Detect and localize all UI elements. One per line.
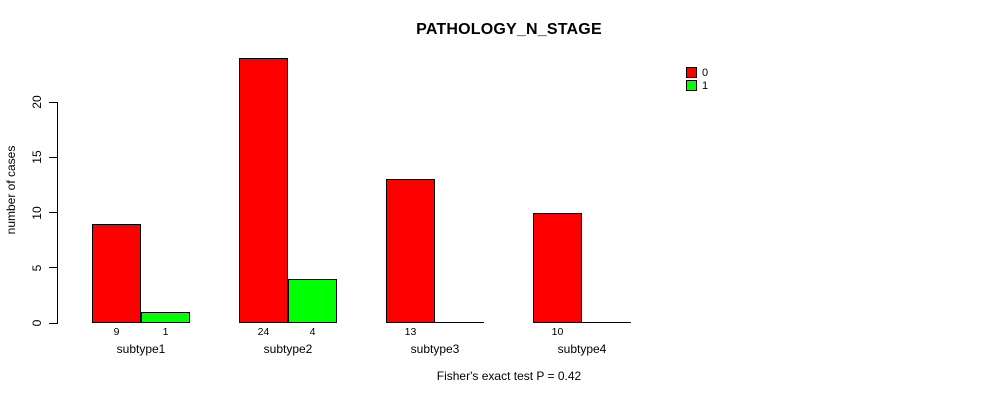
y-axis-tick-label: 10 <box>30 205 44 220</box>
y-axis-tick-label: 5 <box>30 264 44 272</box>
bar-subtype2-series1 <box>288 278 337 323</box>
y-axis-line <box>57 102 58 324</box>
y-axis-tick <box>49 101 57 103</box>
bar-subtype4-series1-zero-line <box>582 322 631 323</box>
bar-subtype4-series0 <box>533 212 582 323</box>
y-axis-tick-label: 20 <box>30 95 44 109</box>
legend-item: 0 <box>686 66 708 79</box>
stat-annotation: Fisher's exact test P = 0.42 <box>436 369 582 383</box>
bar-subtype1-series1 <box>141 311 190 323</box>
bar-value-label: 10 <box>551 326 564 338</box>
bar-value-label: 24 <box>257 326 270 338</box>
y-axis-tick <box>49 322 57 324</box>
y-axis-tick-label: 0 <box>30 319 44 327</box>
bar-subtype3-series0 <box>386 179 435 323</box>
x-category-label: subtype3 <box>410 342 460 356</box>
y-axis-tick <box>49 212 57 213</box>
legend-item-label: 1 <box>702 79 709 92</box>
legend-swatch-1 <box>686 80 697 91</box>
chart-title: PATHOLOGY_N_STAGE <box>416 21 602 38</box>
bar-subtype3-series1-zero-line <box>435 322 484 323</box>
x-category-label: subtype4 <box>557 342 607 356</box>
bar-subtype2-series0 <box>239 57 288 323</box>
legend-swatch-0 <box>686 67 697 78</box>
legend-item-label: 0 <box>702 66 709 79</box>
bar-value-label: 13 <box>404 326 417 338</box>
x-category-label: subtype2 <box>263 342 313 356</box>
bar-subtype1-series0 <box>92 223 141 323</box>
legend-item: 1 <box>686 79 708 92</box>
bar-value-label: 4 <box>309 326 316 338</box>
y-axis-tick-label: 15 <box>30 150 44 164</box>
y-axis-tick <box>49 267 57 269</box>
bar-value-label: 9 <box>113 326 120 338</box>
x-category-label: subtype1 <box>116 342 166 356</box>
bar-value-label: 1 <box>162 326 169 338</box>
y-axis-tick <box>49 156 57 158</box>
